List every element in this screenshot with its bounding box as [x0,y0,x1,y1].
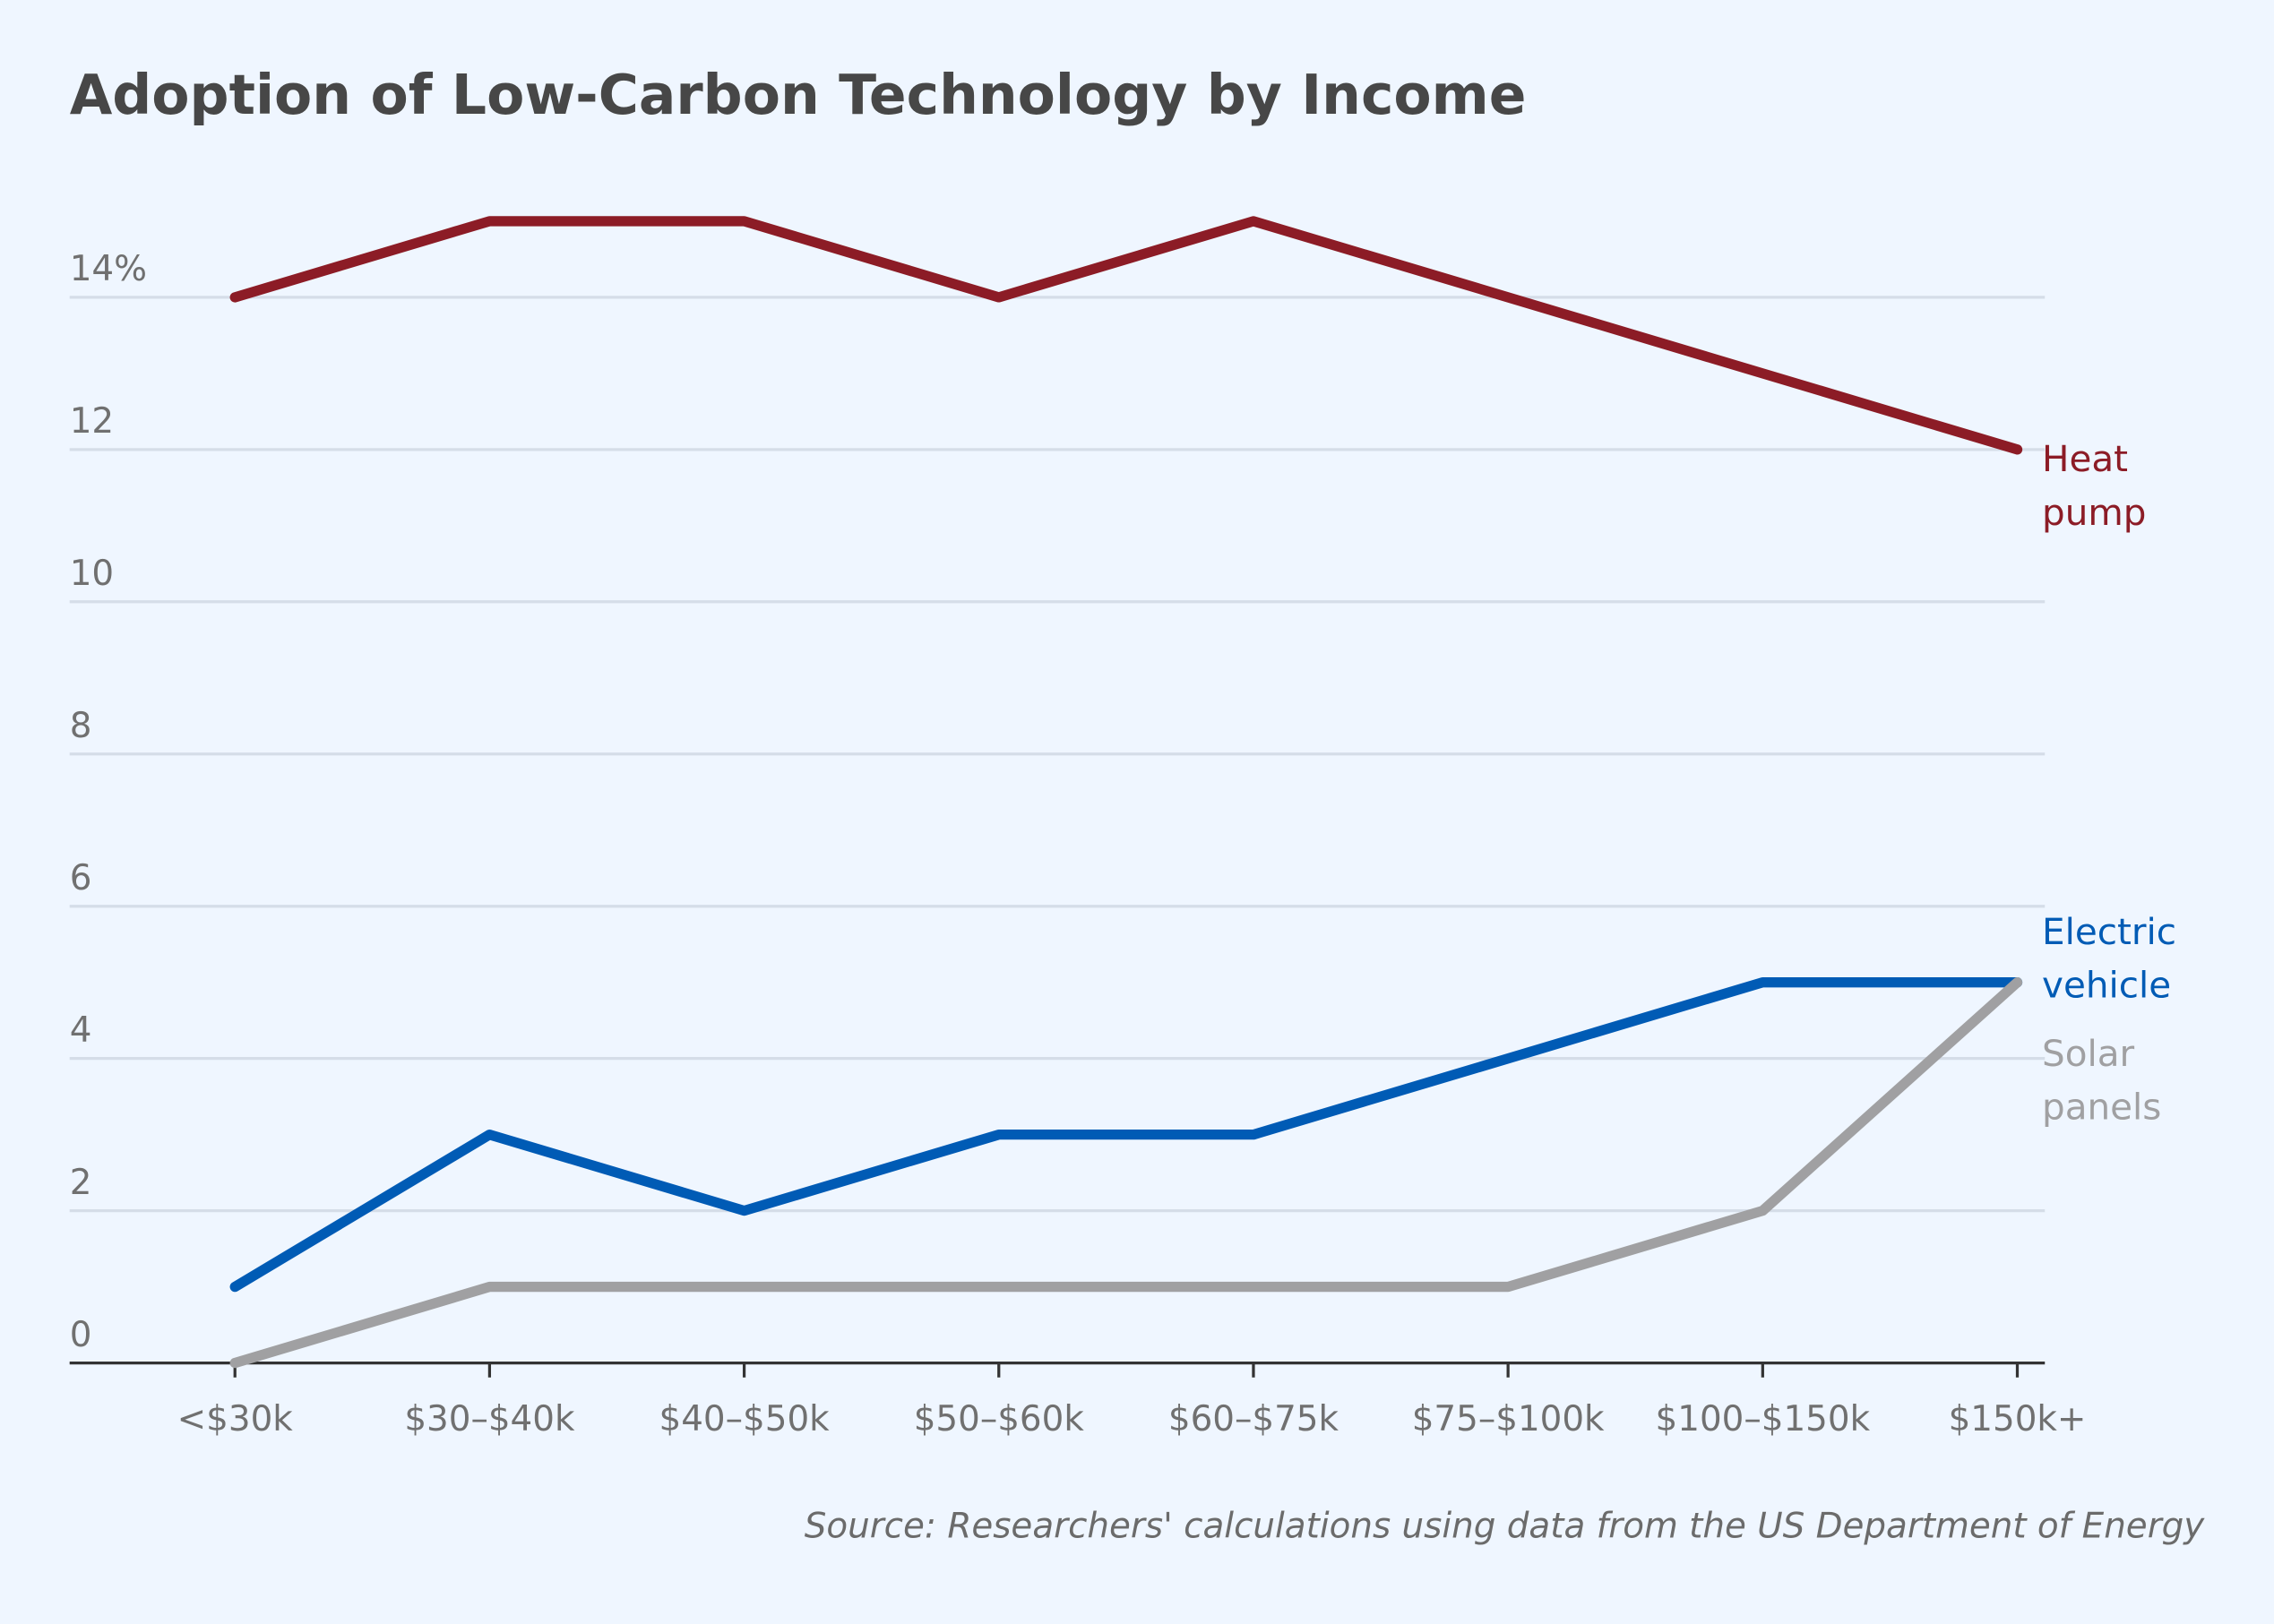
x-tick-label: $60–$75k [1168,1399,1339,1439]
x-tick-label: $150k+ [1949,1399,2087,1439]
series-label: Solar panels [2042,1032,2162,1129]
x-tick-label: $40–$50k [659,1399,831,1439]
x-tick-label: $100–$150k [1656,1399,1871,1439]
y-tick-label: 12 [70,401,114,442]
data-line [229,977,2023,1369]
y-tick-label: 14% [70,249,147,289]
y-tick-label: 8 [70,706,92,746]
series-label: Heat pump [2042,437,2147,534]
data-line [229,216,2023,455]
x-tick-label: $50–$60k [914,1399,1085,1439]
y-tick-label: 2 [70,1163,92,1203]
series-label: Electric vehicle [2042,910,2176,1007]
y-tick-label: 10 [70,554,114,594]
series-label-box: Heat pump [2042,437,2147,534]
series-label-box: Solar panels [2042,1032,2162,1129]
x-tick-label: $30–$40k [404,1399,575,1439]
y-tick-label: 6 [70,858,92,898]
y-tick-label: 0 [70,1315,92,1355]
x-tick-label: $75–$100k [1412,1399,1605,1439]
data-line [229,977,2023,1293]
series-label-box: Electric vehicle [2042,910,2176,1007]
chart-title: Adoption of Low-Carbon Technology by Inc… [70,63,1527,127]
x-tick-label: <$30k [177,1399,294,1439]
source-note: Source: Researchers' calculations using … [805,1507,2206,1547]
y-tick-label: 4 [70,1010,92,1051]
